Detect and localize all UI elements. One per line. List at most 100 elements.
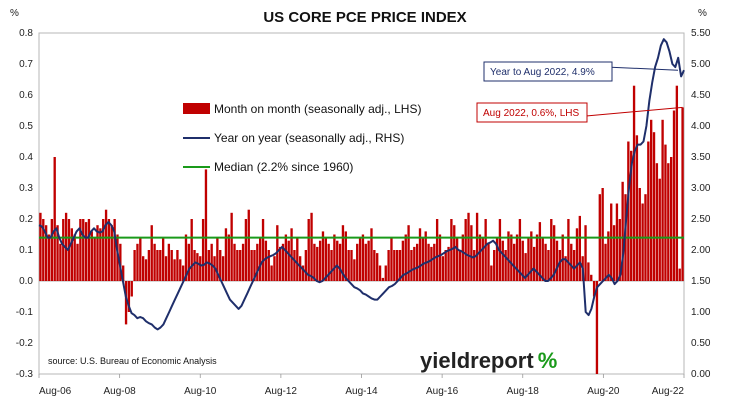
mom-bar	[655, 163, 659, 281]
mom-bar	[253, 250, 256, 281]
y-right-tick-label: 4.00	[691, 121, 711, 132]
mom-bar	[233, 243, 236, 281]
y-left-tick-label: 0.3	[19, 183, 33, 194]
mom-bar	[584, 225, 587, 281]
mom-bar	[441, 256, 445, 281]
mom-bar	[433, 243, 436, 281]
mom-bar	[667, 163, 670, 281]
mom-bar	[384, 265, 387, 281]
mom-bar	[507, 231, 510, 281]
mom-bar	[84, 222, 88, 281]
y-right-tick-label: 2.50	[691, 214, 711, 225]
mom-bar	[56, 225, 59, 281]
mom-bar	[612, 225, 616, 281]
mom-bar	[307, 219, 310, 281]
mom-bar	[310, 212, 313, 281]
mom-bar	[256, 243, 259, 281]
mom-bar	[293, 250, 296, 281]
mom-bar	[570, 243, 573, 281]
mom-bar	[447, 246, 450, 281]
plot-area	[38, 32, 685, 375]
mom-bar	[396, 250, 399, 281]
mom-bar	[301, 265, 305, 281]
mom-bar	[239, 250, 242, 281]
mom-bar	[572, 250, 576, 281]
y-left-tick-label: 0.7	[19, 59, 33, 70]
mom-bar	[544, 243, 547, 281]
mom-bar	[404, 234, 407, 281]
mom-bar	[104, 209, 108, 281]
mom-bar	[304, 250, 308, 281]
mom-bar	[530, 231, 533, 281]
left-axis-unit: %	[10, 8, 19, 19]
mom-bar	[136, 243, 139, 281]
x-tick-label: Aug-14	[345, 386, 378, 397]
mom-bar	[356, 243, 359, 281]
mom-bar	[552, 225, 556, 281]
mom-bar	[564, 256, 567, 281]
mom-bar	[127, 281, 131, 312]
y-left-tick-label: -0.1	[16, 307, 34, 318]
mom-bar	[555, 240, 559, 281]
mom-bar	[227, 234, 230, 281]
legend-label-median: Median (2.2% since 1960)	[214, 160, 353, 174]
y-left-tick-label: 0.6	[19, 90, 33, 101]
mom-bar	[122, 265, 125, 281]
x-tick-label: Aug-20	[587, 386, 620, 397]
mom-bar	[324, 237, 327, 281]
mom-bar	[561, 234, 564, 281]
plot-frame	[38, 32, 685, 375]
y-right-tick-label: 0.50	[691, 338, 711, 349]
mom-bar	[116, 234, 119, 281]
mom-bar	[250, 250, 253, 281]
mom-bar	[187, 243, 190, 281]
chart-title: US CORE PCE PRICE INDEX	[263, 9, 466, 26]
mom-callout-box	[476, 102, 588, 123]
x-tick-label: Aug-12	[265, 386, 298, 397]
x-tick-label: Aug-10	[184, 386, 217, 397]
mom-bar	[484, 219, 487, 281]
mom-bar	[495, 237, 499, 281]
mom-bar	[284, 234, 288, 281]
x-tick-label: Aug-08	[104, 386, 137, 397]
mom-bar	[247, 209, 250, 281]
legend-label-mom: Month on month (seasonally adj., LHS)	[214, 102, 421, 116]
mom-bar	[39, 212, 42, 281]
mom-bar	[418, 228, 422, 281]
mom-bar	[533, 246, 536, 281]
mom-bar	[150, 225, 153, 281]
mom-bar	[139, 237, 142, 281]
mom-bar	[47, 234, 51, 281]
mom-bar	[196, 253, 199, 281]
y-left-tick-label: 0.8	[19, 28, 33, 39]
mom-bar	[475, 212, 479, 281]
y-left-tick-label: -0.3	[16, 369, 34, 380]
mom-bar	[230, 212, 233, 281]
mom-bar	[147, 250, 151, 281]
mom-bar	[550, 219, 553, 281]
mom-bar	[641, 203, 644, 281]
mom-bar	[470, 225, 473, 281]
mom-bar	[664, 144, 667, 281]
y-left-tick-label: 0.5	[19, 121, 33, 132]
mom-bar	[658, 178, 661, 281]
mom-bar	[661, 119, 664, 281]
y-left-tick-label: 0.0	[19, 276, 33, 287]
mom-bar	[87, 219, 91, 281]
y-right-tick-label: 0.00	[691, 369, 711, 380]
legend-label-yoy: Year on year (seasonally adj., RHS)	[214, 131, 404, 145]
mom-bar	[199, 256, 202, 281]
mom-bar	[575, 228, 579, 281]
mom-bar	[107, 219, 111, 281]
mom-bar	[333, 234, 336, 281]
x-tick-label: Aug-16	[426, 386, 459, 397]
mom-bar	[490, 265, 493, 281]
mom-bar	[592, 281, 596, 297]
y-right-tick-label: 2.00	[691, 245, 711, 256]
mom-bar	[79, 219, 82, 281]
mom-bar	[421, 237, 425, 281]
y-left-tick-label: 0.2	[19, 214, 33, 225]
mom-bar	[364, 243, 367, 281]
y-right-tick-label: 4.50	[691, 90, 711, 101]
mom-bar	[290, 228, 293, 281]
